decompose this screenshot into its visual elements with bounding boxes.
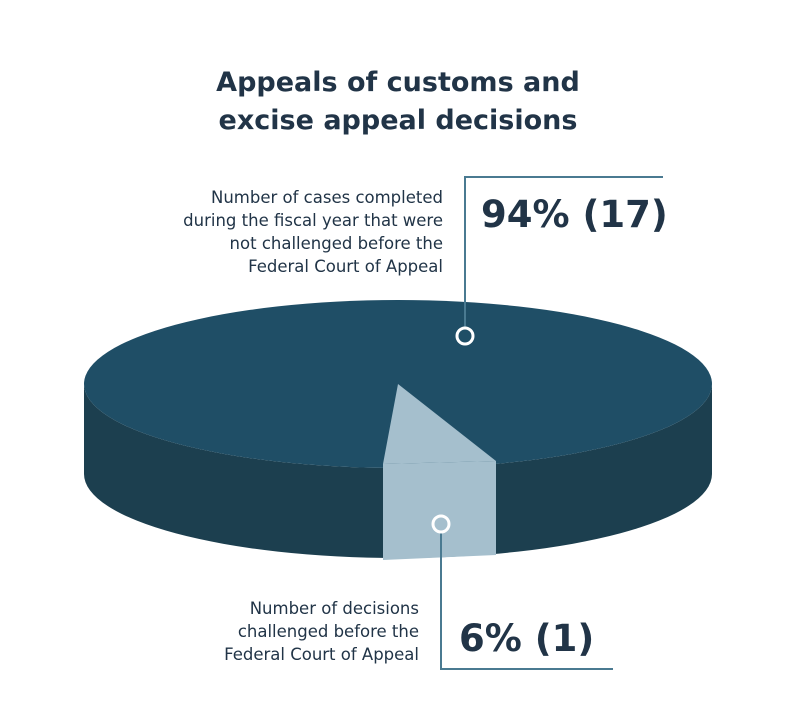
label-not-challenged-line-4: Federal Court of Appeal [248,257,443,276]
marker-challenged [431,514,451,534]
label-not-challenged-line-3: not challenged before the [230,234,443,253]
label-not-challenged-line-1: Number of cases completed [211,188,443,207]
pie-slice-side-challenged [383,461,496,560]
pie-slice-challenged [383,384,496,464]
label-challenged-line-2: challenged before the [238,622,419,641]
chart-title-line-1: Appeals of customs and [216,67,580,98]
value-challenged: 6% (1) [459,617,594,660]
marker-not-challenged [455,326,475,346]
pie-body [84,300,712,560]
label-challenged-line-3: Federal Court of Appeal [224,645,419,664]
chart-title-line-2: excise appeal decisions [219,105,578,136]
leader-line-challenged [440,524,613,670]
leader-line-not-challenged [464,176,663,336]
label-challenged-line-1: Number of decisions [250,599,419,618]
label-not-challenged-line-2: during the fiscal year that were [183,211,443,230]
value-not-challenged: 94% (17) [481,193,668,236]
